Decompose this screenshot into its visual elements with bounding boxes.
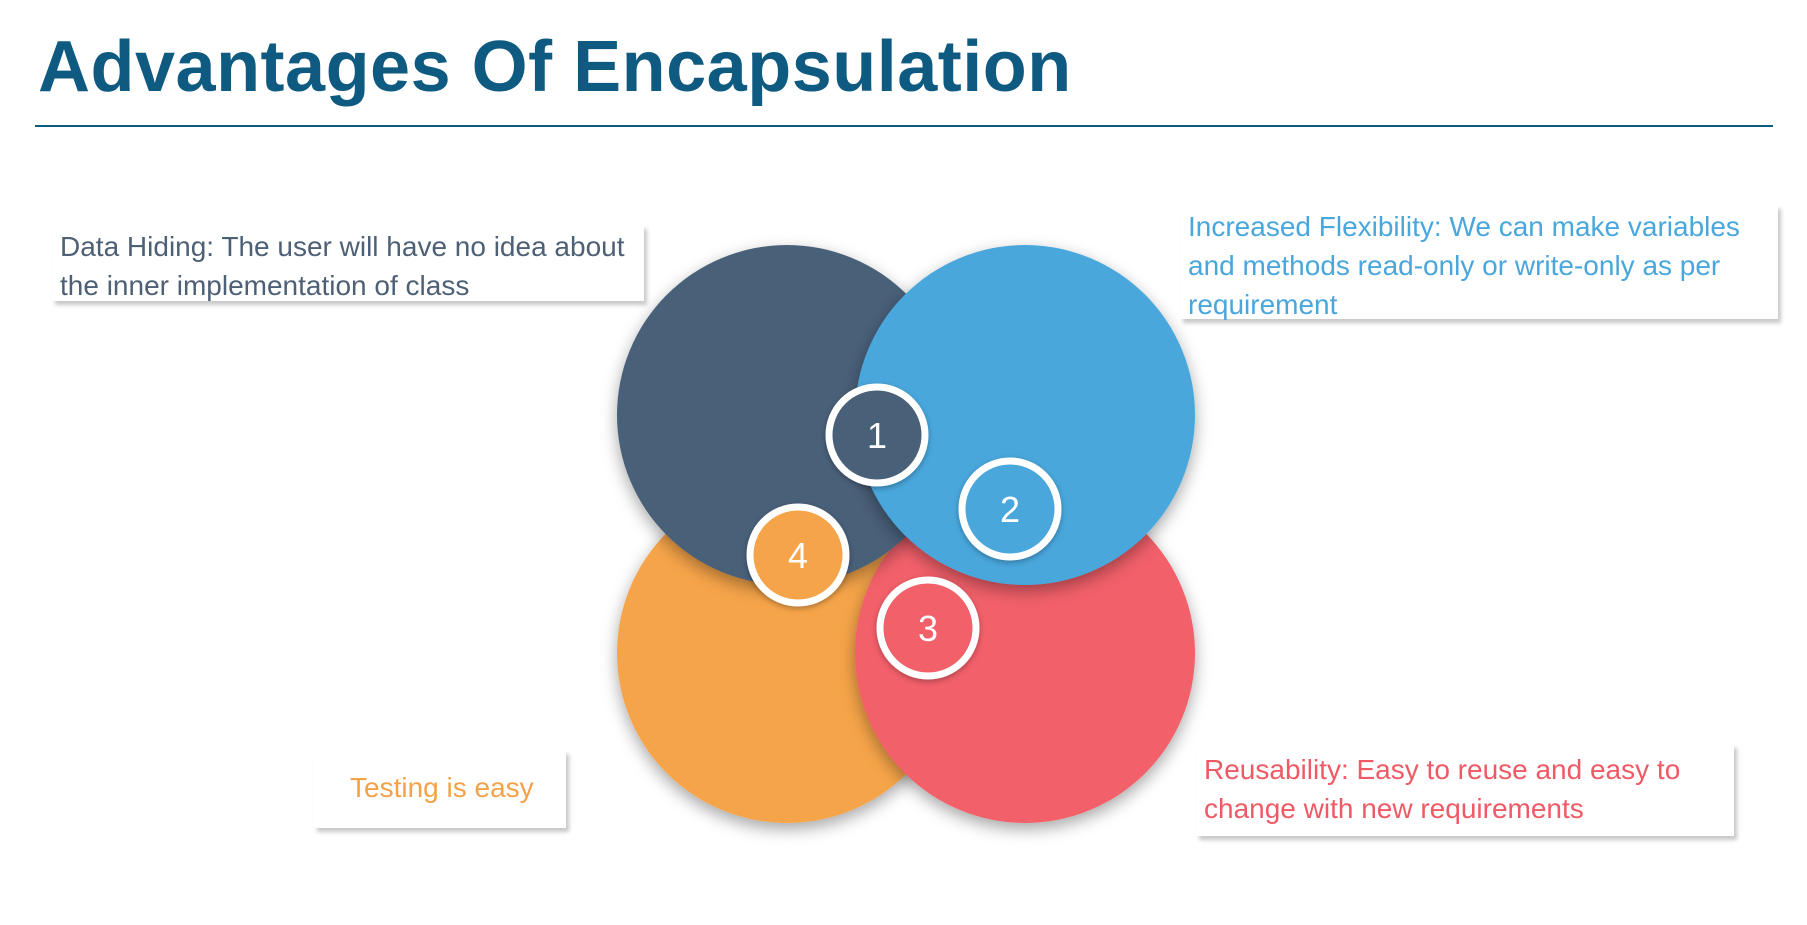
badge-number-3: 3 [918,608,938,649]
callout-text-3: Reusability: Easy to reuse and easy to c… [1204,754,1681,824]
slide-title: Advantages Of Encapsulation [38,27,1072,107]
circle-orange [617,483,957,823]
badge-2: 2 [958,457,1062,561]
badge-number-4: 4 [788,535,808,576]
callout-flexibility: Increased Flexibility: We can make varia… [1180,205,1778,320]
circle-red [855,483,1195,823]
circle-light-blue [855,245,1195,585]
badge-number-2: 2 [1000,489,1020,530]
badge-number-1: 1 [867,415,887,456]
callout-text-2: Increased Flexibility: We can make varia… [1188,211,1740,320]
title-underline [35,125,1773,127]
callout-text-1: Data Hiding: The user will have no idea … [60,231,625,301]
callout-data-hiding: Data Hiding: The user will have no idea … [52,225,644,301]
callout-text-4: Testing is easy [350,772,534,803]
badge-4: 4 [746,503,850,607]
callout-reusability: Reusability: Easy to reuse and easy to c… [1196,744,1734,836]
circle-dark-blue [617,245,957,585]
badge-1: 1 [825,383,929,487]
badge-3: 3 [876,576,980,680]
callout-testing: Testing is easy [314,750,566,828]
